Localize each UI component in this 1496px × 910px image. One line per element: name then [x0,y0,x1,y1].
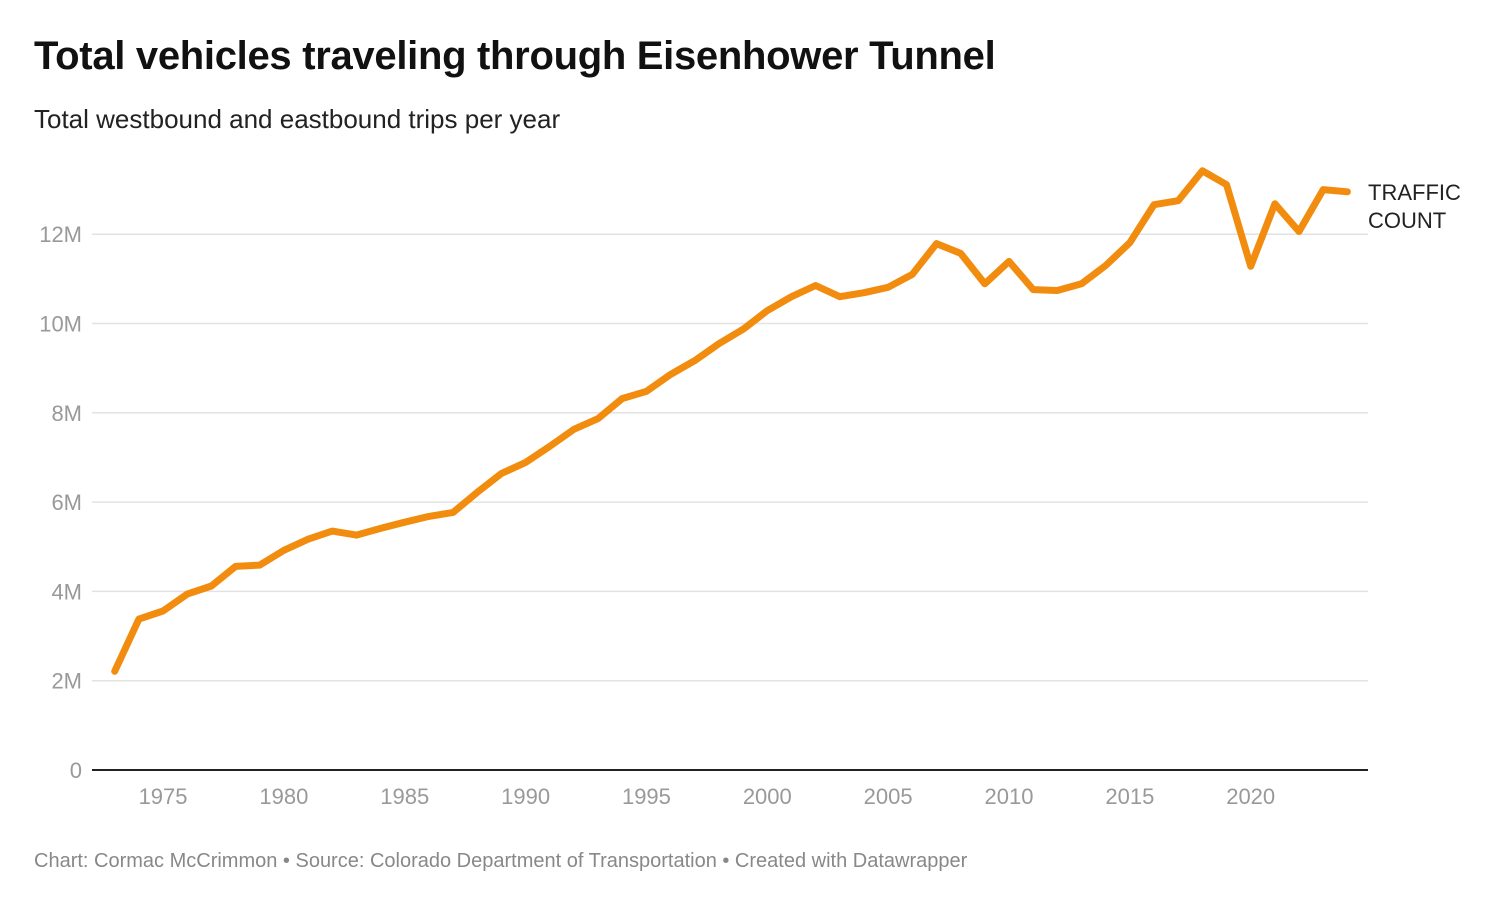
x-tick-label: 2015 [1105,784,1154,809]
y-tick-label: 8M [51,401,82,426]
chart-footer: Chart: Cormac McCrimmon • Source: Colora… [34,850,968,872]
series-label: TRAFFIC [1368,180,1461,205]
y-tick-label: 6M [51,490,82,515]
x-tick-label: 1975 [139,784,188,809]
x-tick-label: 1980 [259,784,308,809]
chart-subtitle: Total westbound and eastbound trips per … [34,104,561,134]
chart-title: Total vehicles traveling through Eisenho… [34,34,996,78]
x-tick-label: 2010 [985,784,1034,809]
x-tick-label: 1985 [380,784,429,809]
y-tick-label: 12M [39,222,82,247]
x-tick-label: 2005 [864,784,913,809]
x-tick-label: 2000 [743,784,792,809]
x-tick-label: 2020 [1226,784,1275,809]
y-tick-label: 4M [51,579,82,604]
y-tick-label: 10M [39,312,82,337]
series-label: COUNT [1368,208,1446,233]
series-line-traffic-count [111,167,1351,675]
y-tick-label: 0 [70,758,82,783]
y-tick-label: 2M [51,669,82,694]
x-tick-label: 1995 [622,784,671,809]
x-tick-label: 1990 [501,784,550,809]
